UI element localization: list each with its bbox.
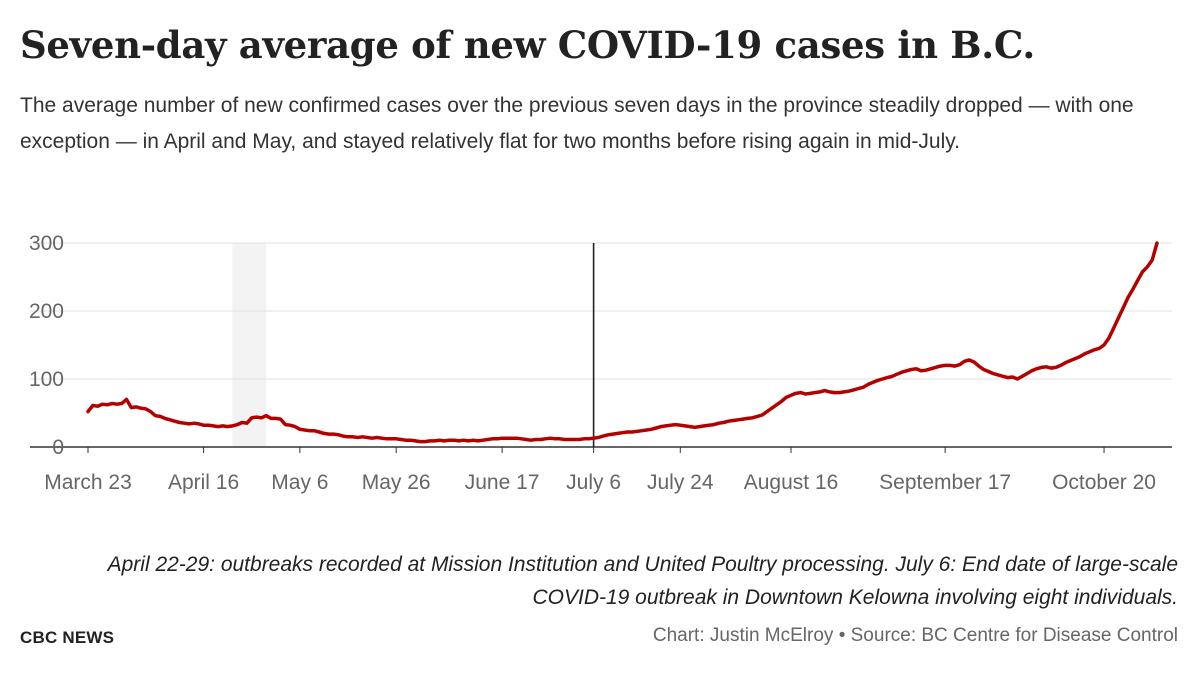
line-chart: 0 100 200 300 March 23 April 16 May 6 May 26 Ju… — [29, 232, 1172, 494]
x-tick-label: May 26 — [362, 471, 431, 494]
brand-logo-text: CBC NEWS — [20, 628, 115, 647]
y-tick-label: 0 — [52, 436, 64, 459]
x-tick-label: July 6 — [566, 471, 621, 494]
y-tick-label: 200 — [29, 300, 64, 323]
x-tick-label: March 23 — [44, 471, 132, 494]
chart-subtitle: The average number of new confirmed case… — [20, 94, 1134, 153]
x-tick-label: April 16 — [168, 471, 239, 494]
chart-title: Seven-day average of new COVID-19 cases … — [20, 23, 1035, 67]
y-tick-label: 100 — [29, 368, 64, 391]
series-line — [86, 241, 1159, 444]
chart-credit: Chart: Justin McElroy • Source: BC Centr… — [652, 625, 1178, 646]
y-tick-label: 300 — [29, 232, 64, 255]
x-tick-label: October 20 — [1052, 471, 1156, 494]
x-tick-label: August 16 — [744, 471, 839, 494]
highlight-band — [232, 243, 267, 447]
x-tick-label: June 17 — [465, 471, 540, 494]
chart-annotation-note: April 22-29: outbreaks recorded at Missi… — [107, 553, 1178, 609]
x-tick-label: May 6 — [271, 471, 328, 494]
x-tick-label: July 24 — [647, 471, 714, 494]
x-tick-label: September 17 — [879, 471, 1011, 494]
